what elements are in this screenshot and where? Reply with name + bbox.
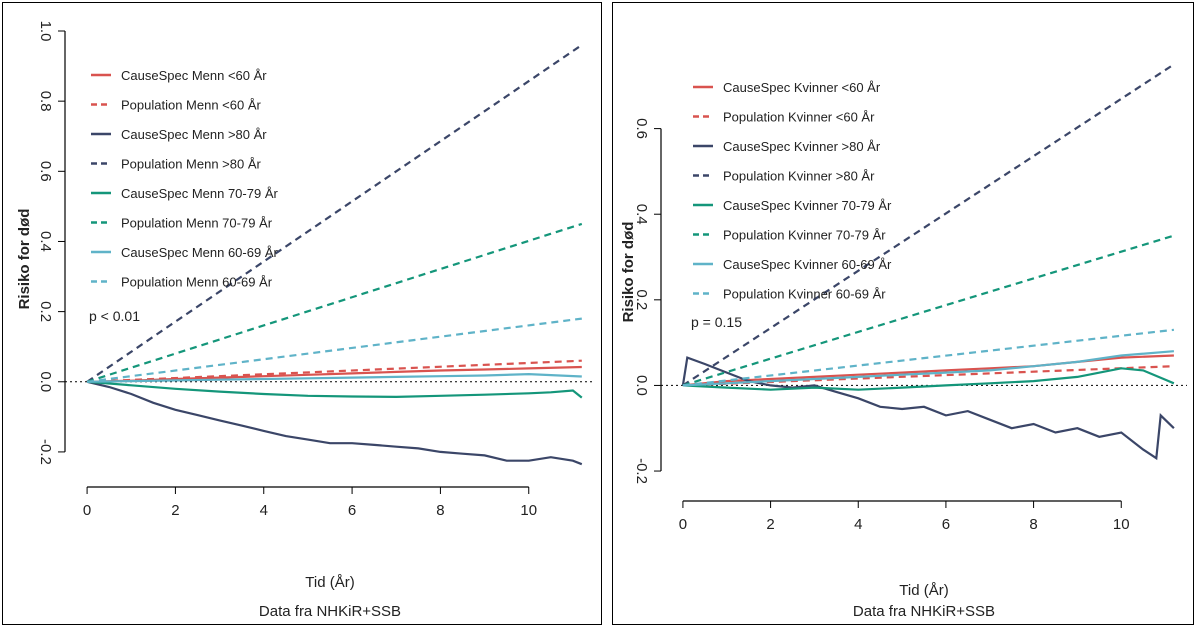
legend-label: Population Menn 60-69 År	[121, 275, 273, 290]
x-tick-label: 0	[679, 516, 687, 533]
series-line	[87, 365, 582, 383]
x-tick-label: 2	[766, 516, 774, 533]
x-tick-label: 10	[520, 502, 537, 519]
x-tick-label: 10	[1113, 516, 1130, 533]
chart-panel-women: 0 2 4 6 8 10 -0.2 0.0 0.2 0.4 0.6 CauseSpec Kvinner…	[612, 2, 1194, 625]
legend-label: CauseSpec Kvinner >80 År	[723, 139, 881, 154]
series-line	[682, 234, 1175, 387]
x-axis-title: Tid (År)	[305, 574, 354, 591]
y-tick-label: 1.0	[37, 21, 54, 42]
chart-panel-men: 0 2 4 6 8 10 -0.2 0.0 0.2 0.4 0.6 0.8 1.0 CauseSpec M…	[2, 2, 602, 625]
y-tick-label: 0.6	[37, 161, 54, 182]
legend-label: Population Kvinner 60-69 År	[723, 287, 886, 302]
series-line	[682, 328, 1175, 387]
legend-label: Population Menn 70-79 År	[121, 216, 273, 231]
p-value-annotation: p = 0.15	[691, 314, 742, 330]
legend-label: CauseSpec Menn <60 År	[121, 68, 267, 83]
x-tick-label: 6	[942, 516, 950, 533]
y-tick-label: -0.2	[37, 439, 54, 465]
y-tick-label: 0.2	[633, 289, 650, 310]
x-tick-label: 8	[1029, 516, 1037, 533]
x-tick-label: 0	[83, 502, 91, 519]
legend-label: CauseSpec Kvinner <60 År	[723, 80, 881, 95]
series-line	[682, 350, 1174, 387]
legend-label: CauseSpec Kvinner 60-69 År	[723, 257, 892, 272]
series-line	[682, 365, 1174, 387]
series-line	[87, 372, 582, 383]
legend-label: Population Menn >80 År	[121, 157, 262, 172]
legend-label: Population Kvinner 70-79 År	[723, 228, 886, 243]
legend-label: Population Menn <60 År	[121, 98, 262, 113]
y-tick-label: -0.2	[633, 458, 650, 484]
series-line	[682, 63, 1175, 387]
legend-label: CauseSpec Menn >80 År	[121, 127, 267, 142]
y-tick-label: 0.4	[633, 204, 650, 225]
p-value-annotation: p < 0.01	[89, 308, 140, 324]
x-tick-label: 8	[436, 502, 444, 519]
data-source-note: Data fra NHKiR+SSB	[853, 603, 995, 620]
risk-chart-women: 0 2 4 6 8 10 -0.2 0.0 0.2 0.4 0.6 CauseSpec Kvinner…	[620, 63, 1187, 620]
y-tick-label: 0.2	[37, 301, 54, 322]
y-tick-label: 0.6	[633, 118, 650, 139]
y-tick-label: 0.0	[37, 371, 54, 392]
legend-label: Population Kvinner <60 År	[723, 110, 875, 125]
legend-label: CauseSpec Menn 60-69 År	[121, 245, 278, 260]
risk-chart-men: 0 2 4 6 8 10 -0.2 0.0 0.2 0.4 0.6 0.8 1.0 CauseSpec M…	[16, 21, 595, 620]
legend-label: Population Kvinner >80 År	[723, 169, 875, 184]
series-line	[86, 222, 583, 383]
series-line	[86, 380, 583, 466]
series-line	[87, 380, 583, 399]
legend-label: CauseSpec Menn 70-79 År	[121, 186, 278, 201]
x-tick-label: 6	[348, 502, 356, 519]
series-line	[682, 367, 1175, 391]
y-axis-title: Risiko for død	[620, 222, 637, 323]
y-axis-title: Risiko for død	[16, 209, 33, 310]
y-tick-label: 0.8	[37, 91, 54, 112]
data-source-note: Data fra NHKiR+SSB	[259, 603, 401, 620]
x-axis-title: Tid (År)	[899, 582, 948, 599]
y-tick-label: 0.4	[37, 231, 54, 252]
x-tick-label: 2	[171, 502, 179, 519]
series-line	[87, 359, 582, 383]
series-line	[86, 44, 583, 383]
x-tick-label: 4	[260, 502, 268, 519]
series-line	[86, 317, 582, 383]
y-tick-label: 0.0	[633, 375, 650, 396]
legend-label: CauseSpec Kvinner 70-79 År	[723, 198, 892, 213]
x-tick-label: 4	[854, 516, 862, 533]
